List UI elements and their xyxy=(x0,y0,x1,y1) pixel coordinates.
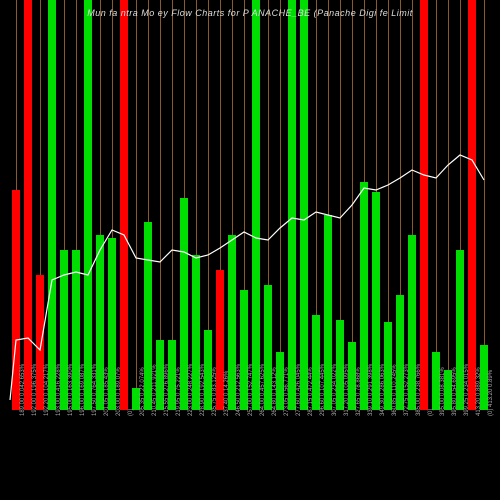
chart-title: Mun fa ntra Mo ey Flow Charts for P ANAC… xyxy=(0,8,500,18)
money-flow-chart: Mun fa ntra Mo ey Flow Charts for P ANAC… xyxy=(0,0,500,500)
trend-line xyxy=(0,0,500,500)
